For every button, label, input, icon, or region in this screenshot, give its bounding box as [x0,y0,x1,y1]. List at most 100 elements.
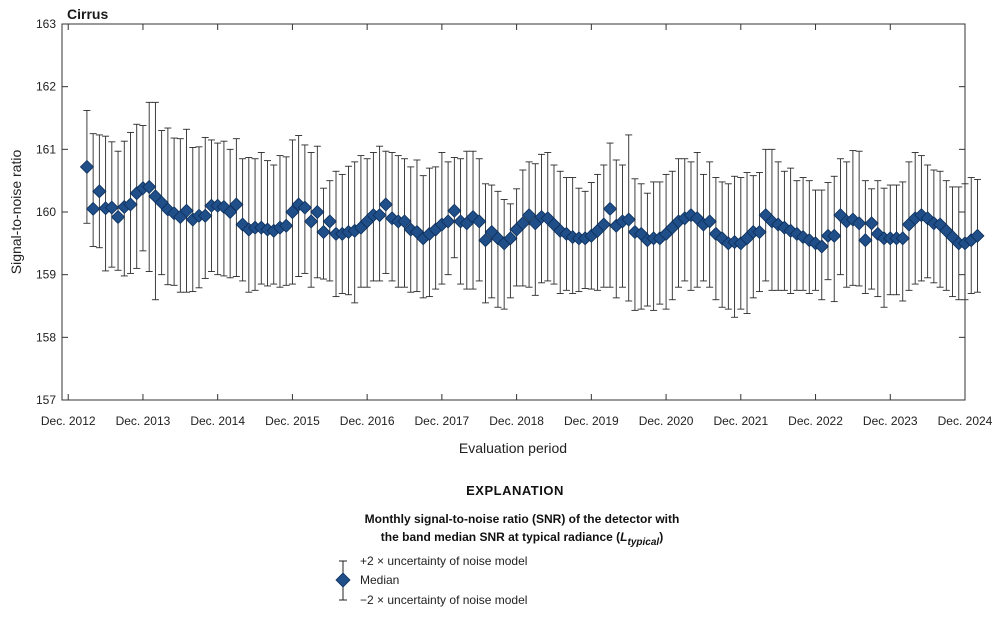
error-bar [525,161,533,288]
median-point [559,226,574,241]
median-point [229,197,244,212]
error-bar [494,190,502,308]
error-bar [201,136,209,279]
median-point [478,233,493,248]
median-point [216,199,231,215]
y-axis: 157 158 159 160 161 162 163 [36,17,965,407]
error-bar [488,184,496,299]
median-point [702,214,717,229]
median-point [372,208,387,223]
x-tick-label: Dec. 2017 [415,414,470,428]
description-line2-suffix: ) [659,530,663,544]
x-tick-label: Dec. 2016 [340,414,395,428]
legend-minus-uncertainty: −2 × uncertainty of noise model [360,593,527,607]
x-tick-label: Dec. 2022 [788,414,843,428]
x-tick-label: Dec. 2023 [863,414,918,428]
x-tick-label: Dec. 2024 [938,414,993,428]
error-bar [687,161,695,291]
x-tick-label: Dec. 2015 [265,414,320,428]
error-bar [631,178,639,311]
error-bar [643,192,651,307]
explanation-description-line1: Monthly signal-to-noise ratio (SNR) of t… [365,512,680,526]
y-tick-label: 159 [36,268,56,282]
error-bar [506,203,514,299]
median-point [378,197,393,212]
median-point [796,230,811,245]
median-point [602,201,618,216]
median-point [223,204,238,220]
y-tick-label: 158 [36,330,56,344]
y-axis-label: Signal-to-noise ratio [8,150,24,275]
y-tick-label: 161 [36,142,56,156]
median-point [864,216,879,231]
median-point [777,220,792,235]
median-point [970,228,985,243]
median-point [783,223,798,238]
median-point [764,214,780,229]
x-axis-label: Evaluation period [459,440,567,456]
median-point [621,212,636,227]
median-point [142,179,157,194]
error-bar [513,188,521,287]
median-point [167,206,182,221]
median-point [895,231,910,246]
x-tick-label: Dec. 2014 [190,414,245,428]
error-bar [868,188,876,290]
median-point [304,214,319,229]
median-point [441,214,456,229]
error-bar [326,180,334,282]
legend-median-diamond-icon [335,572,351,588]
median-point [397,214,412,229]
legend-median: Median [360,573,399,587]
median-point [515,216,530,231]
chart-title: Cirrus [67,6,108,22]
typical-radiance-symbol: L [620,530,627,544]
error-bar [650,181,658,311]
median-point [503,231,518,246]
x-tick-label: Dec. 2021 [713,414,768,428]
legend-errorbar-symbol [335,560,351,601]
median-point [110,209,126,225]
error-bar [89,133,97,247]
median-point [472,214,487,229]
legend-plus-uncertainty: +2 × uncertainty of noise model [360,554,527,568]
error-bar [668,170,676,301]
median-point [297,200,312,215]
median-point [79,159,94,174]
y-tick-label: 160 [36,205,56,219]
median-point [322,214,337,229]
median-point [104,200,119,215]
explanation-description-line2: the band median SNR at typical radiance … [381,530,663,548]
x-tick-label: Dec. 2020 [639,414,694,428]
median-markers [79,159,985,254]
error-bar [500,199,508,310]
x-axis: Dec. 2012 Dec. 2013 Dec. 2014 Dec. 2015 Dec.… [41,24,993,428]
median-point [310,204,325,220]
error-bar [662,173,670,310]
median-point [279,218,294,233]
error-bar [637,183,645,310]
error-bar [257,152,265,285]
x-tick-label: Dec. 2019 [564,414,619,428]
median-point [316,224,331,240]
median-point [123,197,138,212]
error-bar [880,187,888,308]
median-point [86,201,101,216]
median-point [384,211,400,226]
x-tick-label: Dec. 2018 [489,414,544,428]
explanation-heading: EXPLANATION [466,483,564,498]
median-point [858,233,873,248]
median-point [708,226,723,241]
y-tick-label: 157 [36,393,56,407]
median-point [852,216,867,231]
x-tick-label: Dec. 2012 [41,414,96,428]
median-point [827,228,842,243]
error-bar [382,150,390,274]
median-point [198,208,213,223]
median-point [752,224,767,240]
description-line2-prefix: the band median SNR at typical radiance … [381,530,620,544]
median-point [596,217,611,232]
median-point [285,204,300,220]
median-point [447,203,462,218]
